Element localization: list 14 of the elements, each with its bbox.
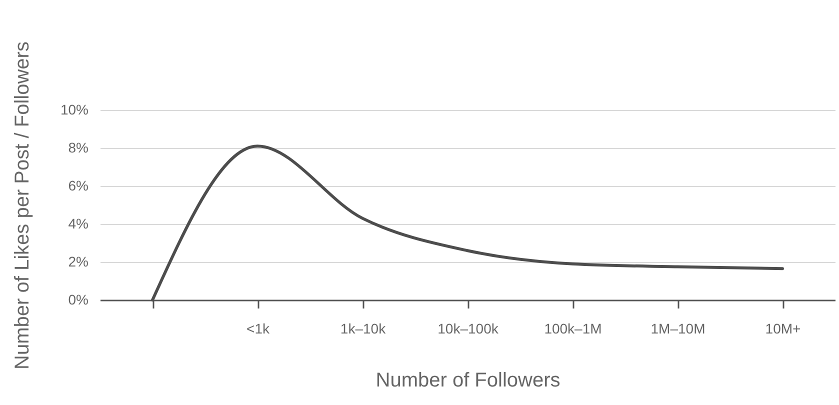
y-axis-title: Number of Likes per Post / Followers xyxy=(11,42,34,370)
y-tick-label: 10% xyxy=(60,102,88,118)
x-tick-label: 100k–1M xyxy=(544,320,602,336)
y-tick-label: 6% xyxy=(68,178,88,194)
x-tick-label: 10k–100k xyxy=(438,320,500,336)
x-axis-title: Number of Followers xyxy=(376,370,560,392)
y-tick-label: 2% xyxy=(68,254,88,270)
x-tick-label: <1k xyxy=(246,320,270,336)
x-tick-label: 1k–10k xyxy=(340,320,387,336)
x-tick-label: 10M+ xyxy=(765,320,801,336)
x-tick-label: 1M–10M xyxy=(650,320,706,336)
y-tick-label: 0% xyxy=(68,292,88,308)
y-tick-label: 4% xyxy=(68,216,88,232)
y-tick-label: 8% xyxy=(68,140,88,156)
